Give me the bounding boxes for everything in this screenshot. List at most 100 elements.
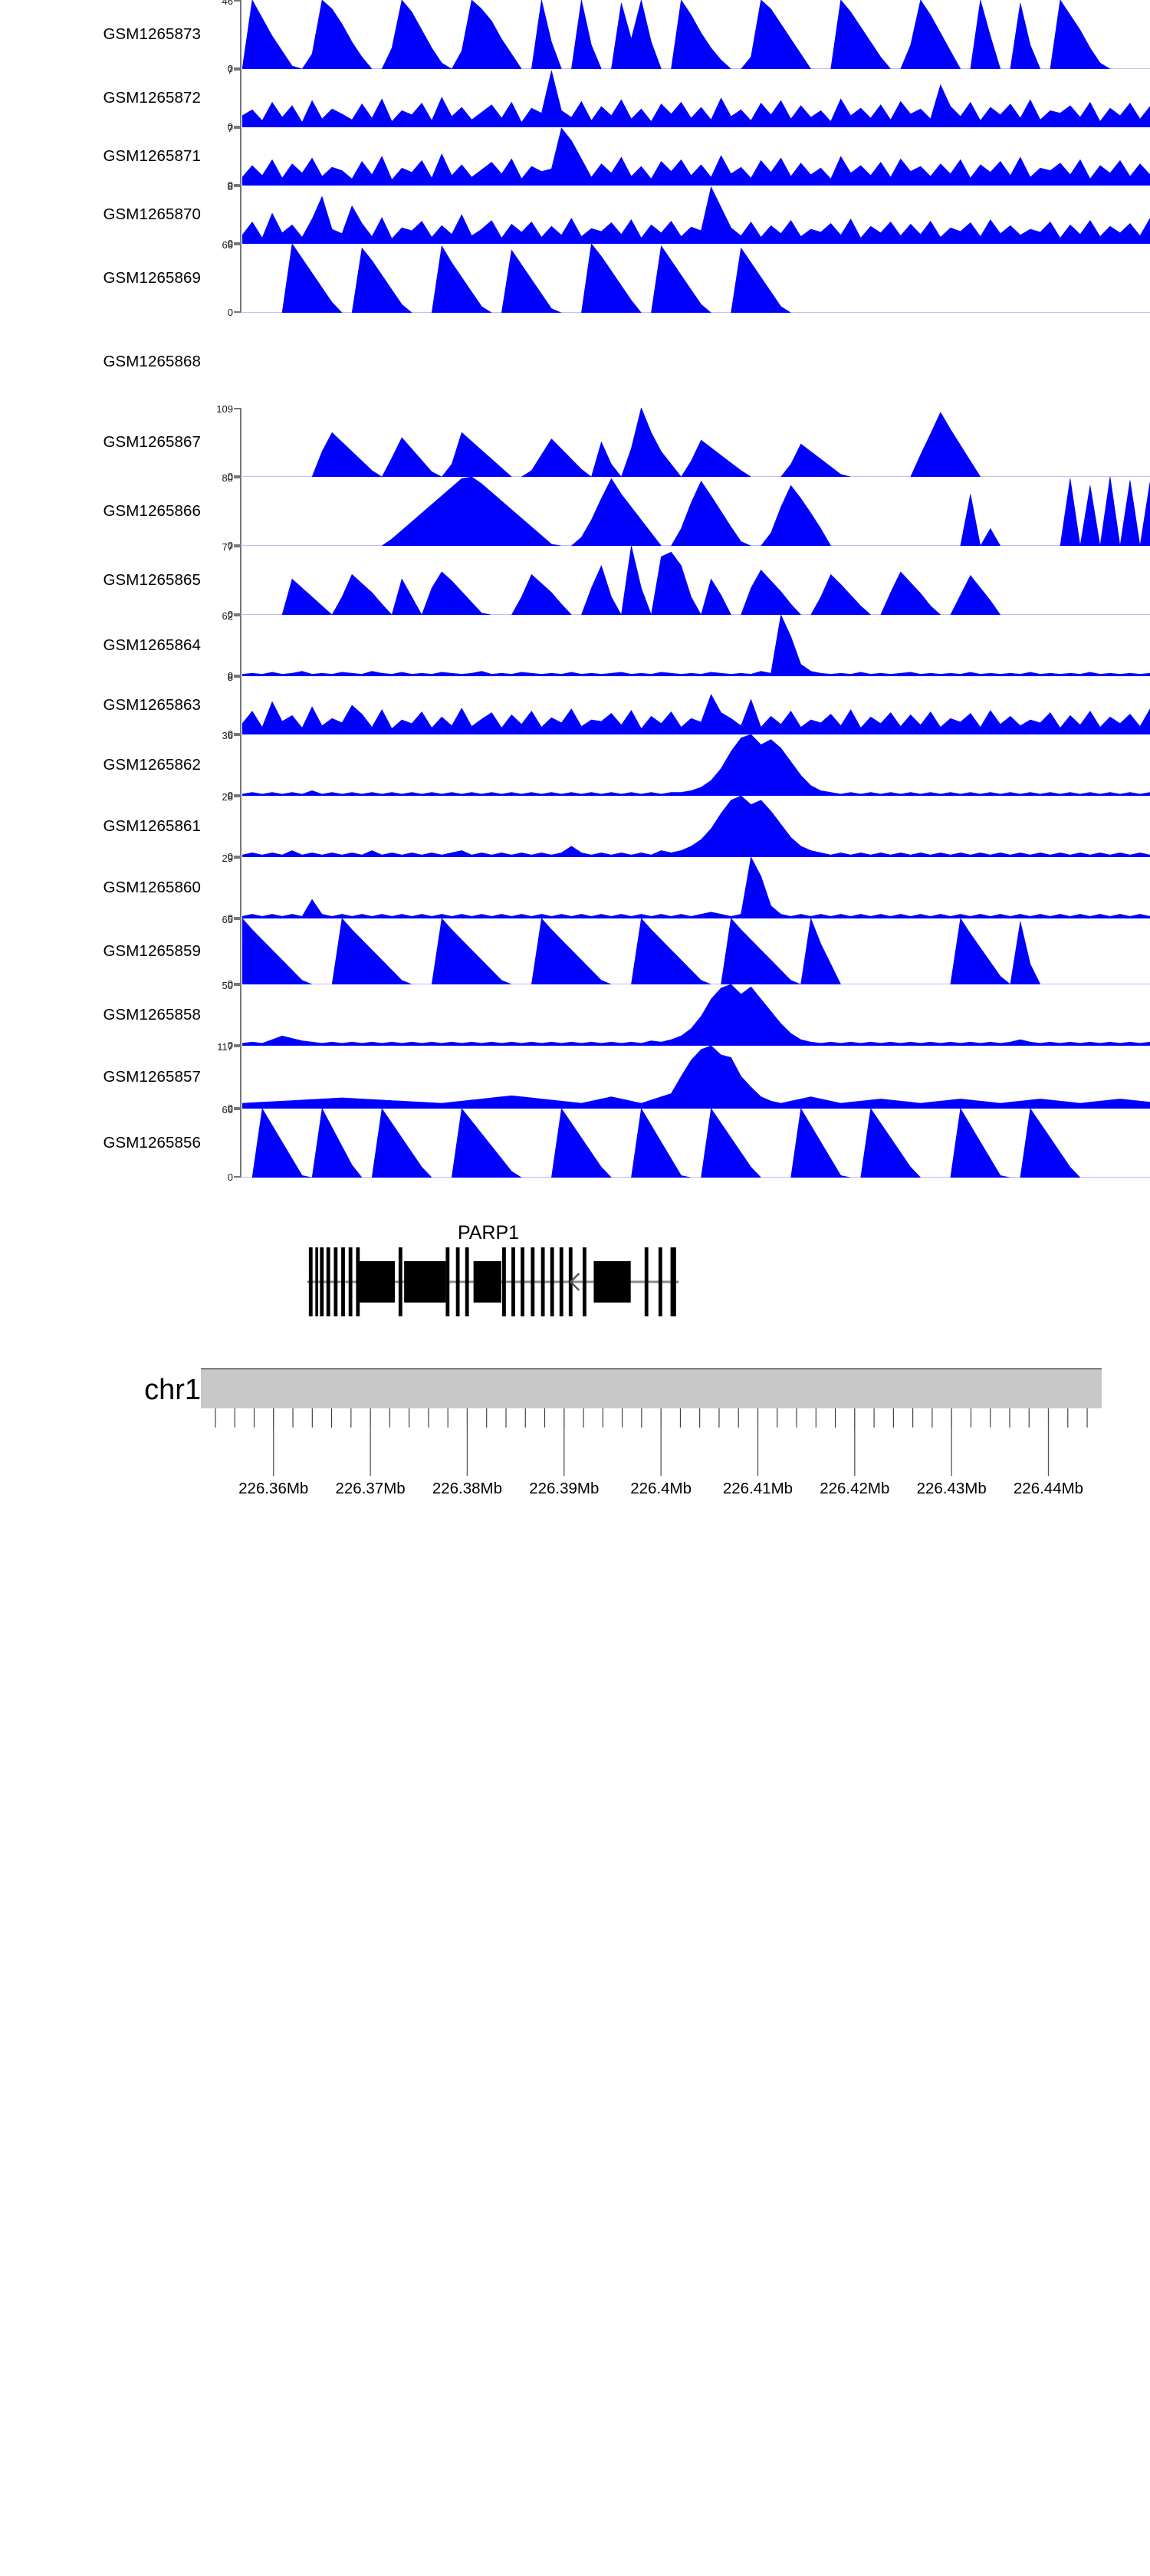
y-axis-min-label: 0 [227, 728, 233, 740]
gene-exon[interactable] [502, 1247, 506, 1316]
track-row-gsm1265872[interactable]: GSM1265872 7 0 [0, 65, 1150, 132]
gene-exon[interactable] [348, 1247, 353, 1316]
track-row-gsm1265858[interactable]: GSM1265858 50 0 [0, 981, 1150, 1050]
gene-exon[interactable] [644, 1247, 649, 1316]
wiggle-area [242, 1109, 1150, 1178]
track-row-gsm1265864[interactable]: GSM1265864 62 0 [0, 611, 1150, 681]
wiggle-plot-gsm1265863[interactable] [242, 676, 1150, 734]
wiggle-plot-gsm1265861[interactable] [242, 796, 1150, 857]
track-row-gsm1265865[interactable]: GSM1265865 77 0 [0, 542, 1150, 619]
gene-cds-block[interactable] [359, 1261, 396, 1303]
track-row-gsm1265860[interactable]: GSM1265860 29 0 [0, 853, 1150, 923]
gene-exon[interactable] [511, 1247, 515, 1316]
gene-cds-block[interactable] [593, 1261, 631, 1303]
track-label-gsm1265868: GSM1265868 [103, 353, 201, 370]
track-row-gsm1265861[interactable]: GSM1265861 28 0 [0, 792, 1150, 862]
wiggle-plot-gsm1265860[interactable] [242, 857, 1150, 918]
track-row-gsm1265871[interactable]: GSM1265871 7 0 [0, 123, 1150, 190]
wiggle-area [242, 796, 1150, 857]
y-axis-tick-max [234, 186, 241, 187]
y-axis-tick-max [234, 857, 241, 859]
track-label-gsm1265866: GSM1265866 [103, 502, 201, 520]
track-row-gsm1265862[interactable]: GSM1265862 36 0 [0, 730, 1150, 800]
wiggle-plot-gsm1265872[interactable] [242, 69, 1150, 127]
ruler-tick-label: 226.39Mb [529, 1480, 600, 1497]
y-axis-spine [240, 1109, 242, 1178]
ideogram-bar[interactable] [201, 1368, 1102, 1408]
wiggle-plot-gsm1265859[interactable] [242, 918, 1150, 984]
y-axis-tick-min [234, 126, 241, 127]
track-row-gsm1265869[interactable]: GSM1265869 66 0 [0, 240, 1150, 317]
wiggle-plot-gsm1265871[interactable] [242, 127, 1150, 186]
y-axis-max-label: 46 [222, 0, 233, 7]
track-row-gsm1265863[interactable]: GSM1265863 8 0 [0, 672, 1150, 739]
gene-exon[interactable] [658, 1247, 662, 1316]
gene-exon[interactable] [326, 1247, 330, 1316]
y-axis-min-label: 0 [227, 179, 233, 191]
track-row-gsm1265859[interactable]: GSM1265859 65 0 [0, 915, 1150, 989]
y-axis-tick-max [234, 1109, 241, 1110]
y-axis-tick-max [234, 1046, 241, 1047]
gene-exon[interactable] [356, 1247, 360, 1316]
y-axis-spine [240, 984, 242, 1046]
wiggle-plot-gsm1265870[interactable] [242, 186, 1150, 244]
track-row-gsm1265867[interactable]: GSM1265867 109 0 [0, 404, 1150, 481]
track-label-gsm1265865: GSM1265865 [103, 571, 201, 589]
gene-exon[interactable] [334, 1247, 338, 1316]
track-label-gsm1265870: GSM1265870 [103, 205, 201, 223]
wiggle-plot-gsm1265867[interactable] [242, 408, 1150, 477]
track-row-gsm1265873[interactable]: GSM1265873 46 0 [0, 0, 1150, 74]
wiggle-plot-gsm1265865[interactable] [242, 546, 1150, 615]
y-axis-tick-min [234, 675, 241, 676]
track-row-gsm1265868[interactable]: GSM1265868 [0, 327, 1150, 397]
wiggle-plot-gsm1265856[interactable] [242, 1109, 1150, 1178]
gene-exon[interactable] [582, 1247, 586, 1316]
ruler-tick-label: 226.41Mb [722, 1480, 794, 1497]
track-row-gsm1265856[interactable]: GSM1265856 66 0 [0, 1105, 1150, 1182]
gene-exon[interactable] [550, 1247, 554, 1316]
y-axis-min-label: 0 [227, 790, 233, 801]
gene-exon[interactable] [341, 1247, 345, 1316]
wiggle-plot-gsm1265862[interactable] [242, 734, 1150, 796]
y-axis-tick-min [234, 67, 241, 69]
gene-exon[interactable] [465, 1247, 469, 1316]
y-axis-tick-min [234, 733, 241, 734]
gene-exon[interactable] [455, 1247, 460, 1316]
gene-cds-block[interactable] [473, 1261, 501, 1303]
wiggle-plot-gsm1265866[interactable] [242, 477, 1150, 546]
y-axis-gsm1265859: 65 0 [209, 915, 242, 989]
y-axis-max-label: 62 [222, 610, 233, 622]
gene-exon[interactable] [531, 1247, 535, 1316]
y-axis-gsm1265858: 50 0 [209, 981, 242, 1050]
gene-exon[interactable] [308, 1247, 313, 1316]
gene-exon[interactable] [315, 1247, 318, 1316]
wiggle-plot-gsm1265857[interactable] [242, 1046, 1150, 1109]
wiggle-plot-gsm1265869[interactable] [242, 244, 1150, 313]
y-axis-gsm1265868 [209, 327, 242, 397]
track-label-gsm1265871: GSM1265871 [103, 147, 201, 165]
gene-exon[interactable] [670, 1247, 676, 1316]
gene-exon[interactable] [540, 1247, 545, 1316]
gene-exon[interactable] [559, 1247, 564, 1316]
track-label-gsm1265859: GSM1265859 [103, 942, 201, 960]
y-axis-min-label: 0 [227, 63, 233, 74]
gene-exon[interactable] [445, 1247, 450, 1316]
y-axis-max-label: 117 [217, 1041, 233, 1053]
wiggle-plot-gsm1265864[interactable] [242, 615, 1150, 676]
track-row-gsm1265857[interactable]: GSM1265857 117 0 [0, 1042, 1150, 1113]
gene-cds-block[interactable] [404, 1261, 446, 1303]
y-axis-spine [240, 796, 242, 857]
track-row-gsm1265870[interactable]: GSM1265870 8 0 [0, 182, 1150, 248]
y-axis-spine [240, 186, 242, 244]
gene-exon[interactable] [398, 1247, 402, 1316]
wiggle-plot-gsm1265858[interactable] [242, 984, 1150, 1046]
gene-exon[interactable] [521, 1247, 524, 1316]
wiggle-plot-gsm1265873[interactable] [242, 0, 1150, 69]
y-axis-max-label: 36 [222, 730, 233, 741]
wiggle-plot-gsm1265868[interactable] [242, 327, 1150, 397]
y-axis-max-label: 109 [216, 403, 233, 415]
track-row-gsm1265866[interactable]: GSM1265866 80 0 [0, 473, 1150, 550]
gene-exon[interactable] [320, 1247, 324, 1316]
wiggle-area [242, 71, 1150, 127]
wiggle-area [242, 546, 1150, 615]
